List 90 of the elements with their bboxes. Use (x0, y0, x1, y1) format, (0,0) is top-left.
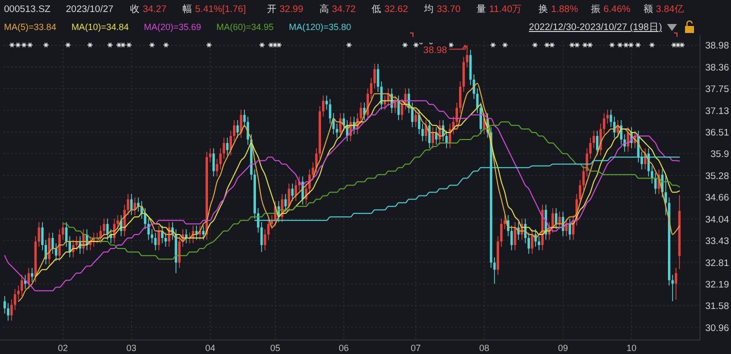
candlestick (459, 81, 462, 114)
x-tick-label: 08 (479, 343, 490, 353)
candlestick (48, 232, 50, 265)
candlestick (20, 274, 24, 296)
y-tick-label: 35.28 (705, 170, 729, 182)
text: MA(10)=34.84 (71, 22, 129, 32)
candlestick (530, 228, 534, 254)
text: MA(20)=35.69 (144, 22, 202, 32)
candlestick (342, 112, 345, 132)
candlestick (596, 130, 598, 156)
candlestick (291, 183, 294, 202)
candlestick (226, 137, 229, 156)
text: 2023/10/27 (66, 4, 114, 15)
candlestick (161, 225, 164, 244)
annotation: 38.98 (423, 45, 448, 56)
candlestick (504, 214, 506, 230)
candlestick (366, 88, 369, 121)
candlestick (232, 120, 236, 142)
candlestick (202, 225, 205, 240)
candlestick (432, 126, 434, 149)
y-tick-label: 30.96 (705, 322, 729, 334)
candlestick (554, 208, 558, 230)
text: 低 32.62 (372, 4, 408, 15)
candlestick (568, 218, 572, 240)
chart-title: 000513.SZ (4, 4, 51, 15)
y-tick-label: 36.51 (705, 128, 729, 139)
candlestick (565, 218, 568, 237)
text: 振 6.46% (590, 3, 631, 15)
text: 换 1.88% (538, 3, 579, 15)
candlestick (158, 225, 160, 251)
candlestick (134, 197, 136, 216)
x-tick-label: 04 (205, 343, 216, 353)
text: 额 3.84亿 (643, 3, 684, 15)
candlestick (284, 194, 287, 212)
candlestick (147, 218, 150, 240)
candlestick (558, 211, 561, 230)
candlestick (339, 112, 342, 138)
x-tick-label: 09 (558, 343, 568, 353)
y-tick-label: 34.04 (705, 214, 729, 226)
candlestick (130, 194, 133, 216)
text: MA(120)=35.80 (288, 22, 352, 32)
y-tick-label: 38.98 (705, 40, 729, 52)
candlestick (137, 197, 140, 212)
candlestick (552, 208, 554, 234)
text: 幅 5.41%[1.76] (182, 3, 246, 15)
text: MA(60)=34.95 (216, 22, 274, 32)
candlestick (154, 232, 157, 251)
candlestick (294, 180, 298, 202)
text: 量 11.40万 (476, 4, 522, 15)
candlestick (322, 95, 324, 118)
text: 均 33.70 (423, 3, 461, 15)
candlestick (397, 95, 400, 121)
x-tick-label: 10 (626, 343, 636, 353)
candlestick (528, 232, 530, 254)
candlestick (209, 148, 212, 163)
y-tick-label: 34.66 (705, 192, 729, 204)
x-tick-label: 02 (58, 343, 68, 353)
candlestick (435, 126, 438, 146)
x-tick-label: 07 (410, 343, 421, 353)
x-tick-label: 03 (126, 343, 136, 353)
y-tick-label: 35.9 (710, 149, 729, 160)
candlestick (236, 120, 239, 138)
candlestick (212, 148, 215, 177)
candlestick (664, 174, 667, 216)
candlestick (116, 214, 119, 230)
text: MA(5)=33.84 (4, 22, 56, 32)
x-tick-label: 05 (270, 343, 280, 353)
candlestick (178, 236, 181, 268)
x-tick-label: 06 (338, 343, 349, 353)
text: 开 32.99 (266, 4, 304, 15)
text: 收 34.27 (130, 4, 166, 15)
candlestick (6, 302, 10, 322)
candlestick (230, 130, 232, 156)
y-tick-label: 32.19 (705, 280, 729, 291)
candlestick (65, 222, 68, 248)
candlestick (414, 109, 417, 128)
candlestick (394, 95, 396, 114)
candlestick (164, 232, 167, 248)
y-tick-label: 32.81 (705, 258, 729, 269)
y-tick-label: 37.13 (705, 106, 729, 117)
chart-subtitle: 2022/12/30-2023/10/27 (198日) (528, 22, 662, 33)
y-tick-label: 33.43 (705, 236, 729, 247)
candlestick (27, 267, 30, 290)
text: 高 34.72 (319, 3, 356, 15)
y-tick-label: 37.75 (705, 84, 729, 95)
y-tick-label: 31.58 (705, 301, 729, 312)
candlestick (30, 267, 34, 282)
candlestick (363, 102, 366, 121)
candlestick (428, 120, 431, 149)
y-tick-label: 38.36 (705, 62, 729, 74)
